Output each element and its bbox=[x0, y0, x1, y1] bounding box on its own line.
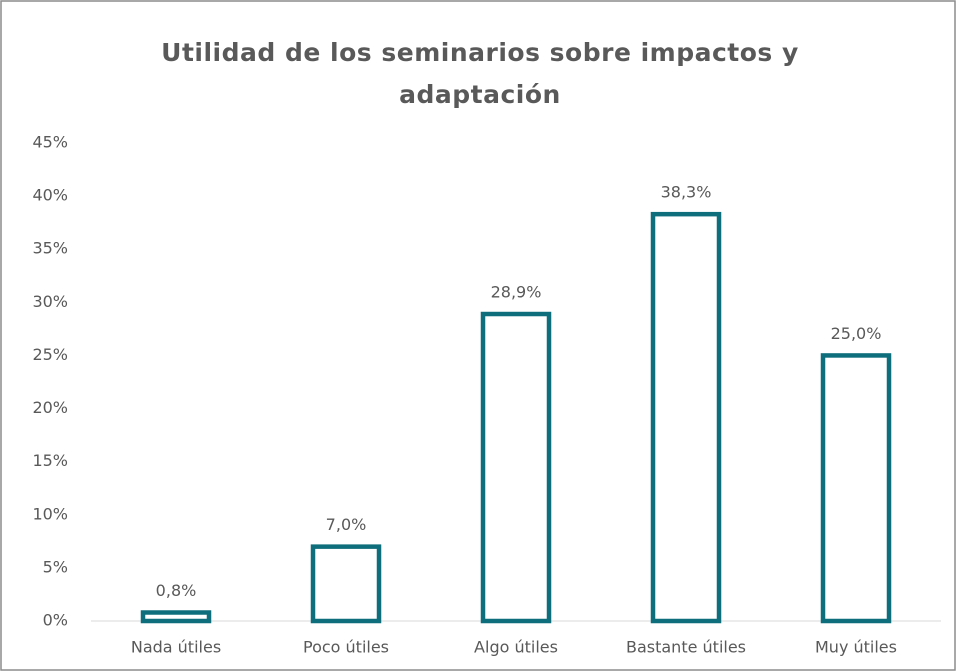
x-tick-label: Poco útiles bbox=[303, 638, 389, 657]
bar bbox=[480, 311, 552, 624]
y-tick-label: 35% bbox=[32, 239, 68, 258]
bar bbox=[650, 211, 722, 624]
y-tick-label: 0% bbox=[43, 611, 68, 630]
bar bbox=[310, 544, 382, 624]
value-label: 7,0% bbox=[326, 515, 367, 534]
chart-title: Utilidad de los seminarios sobre impacto… bbox=[161, 38, 799, 109]
y-tick-label: 30% bbox=[32, 292, 68, 311]
y-tick-label: 25% bbox=[32, 345, 68, 364]
x-tick-label: Nada útiles bbox=[131, 638, 221, 657]
value-label: 25,0% bbox=[831, 324, 882, 343]
x-tick-label: Algo útiles bbox=[474, 638, 558, 657]
y-tick-label: 5% bbox=[43, 557, 68, 576]
y-tick-label: 40% bbox=[32, 186, 68, 205]
value-label: 38,3% bbox=[661, 183, 712, 202]
y-tick-label: 15% bbox=[32, 451, 68, 470]
x-tick-label: Bastante útiles bbox=[626, 638, 746, 657]
bar bbox=[820, 353, 892, 624]
value-label: 28,9% bbox=[491, 283, 542, 302]
y-tick-label: 10% bbox=[32, 504, 68, 523]
value-label: 0,8% bbox=[156, 581, 197, 600]
bar bbox=[140, 610, 212, 624]
y-tick-label: 20% bbox=[32, 398, 68, 417]
y-tick-label: 45% bbox=[32, 133, 68, 152]
x-tick-label: Muy útiles bbox=[815, 638, 897, 657]
